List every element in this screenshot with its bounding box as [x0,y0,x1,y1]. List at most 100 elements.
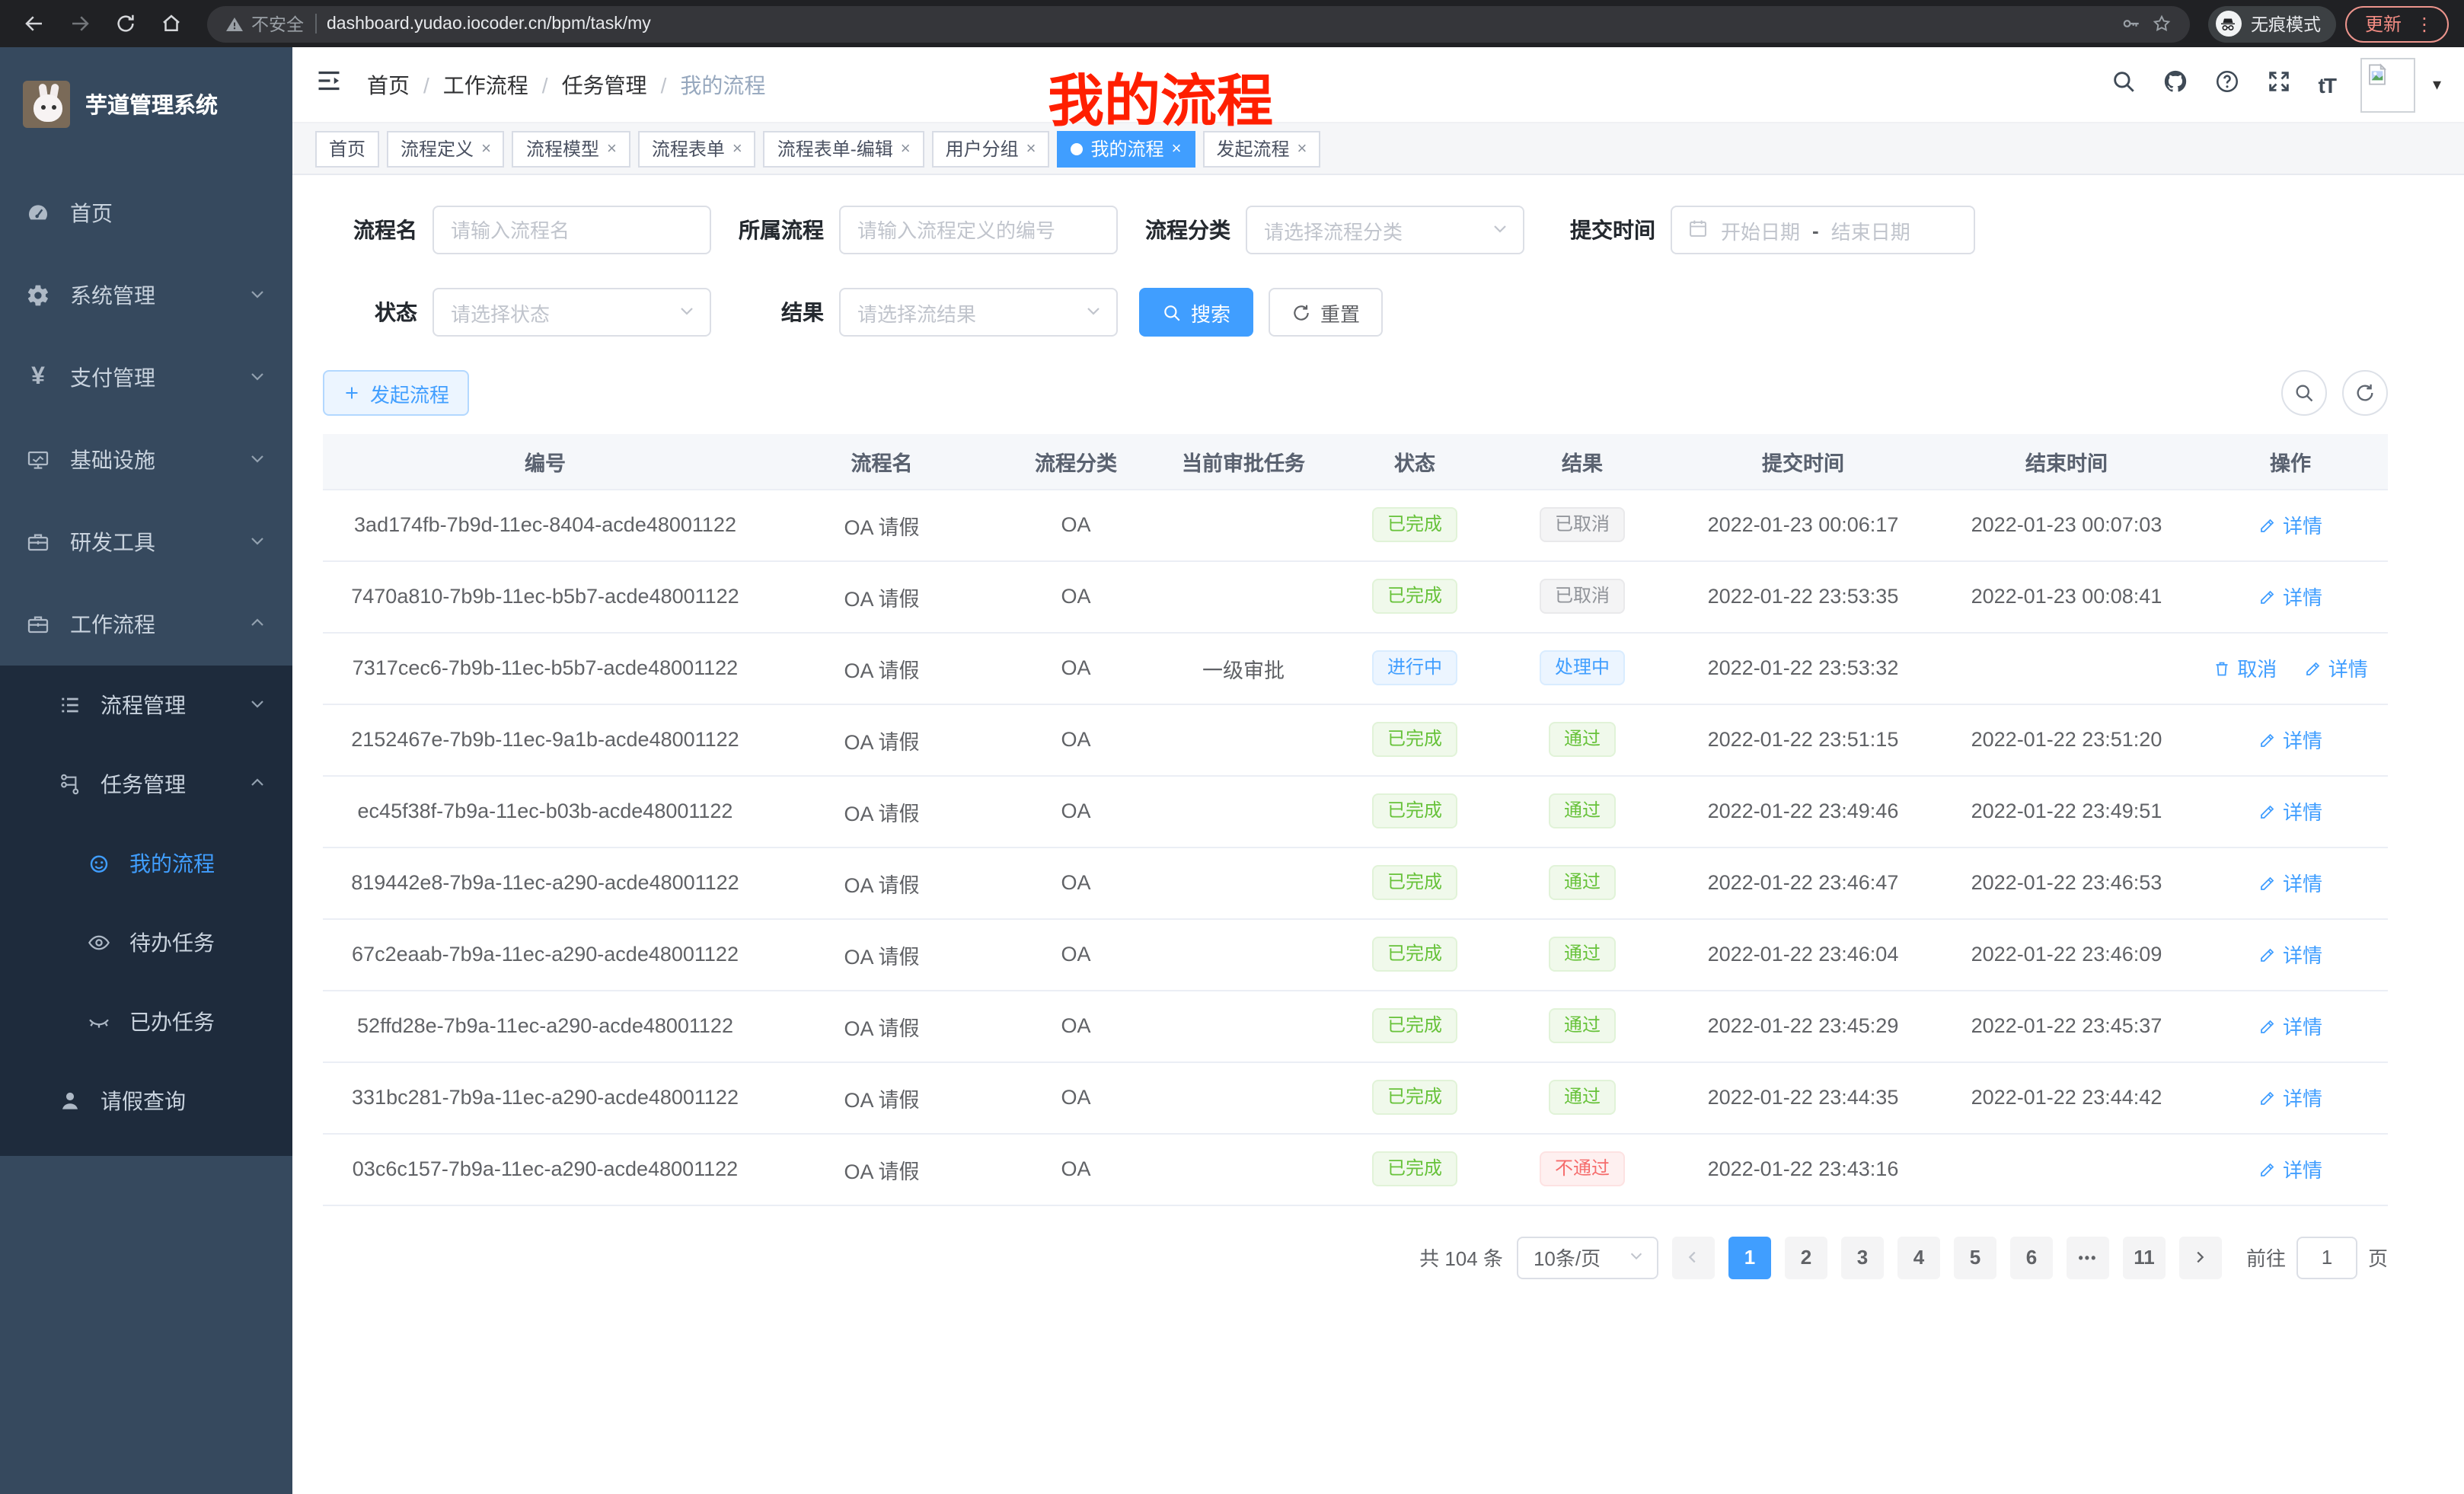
close-icon[interactable]: × [1171,139,1182,158]
close-icon[interactable]: × [481,139,491,158]
breadcrumb-separator: / [660,72,667,97]
address-bar[interactable]: 不安全 dashboard.yudao.iocoder.cn/bpm/task/… [207,5,2190,42]
sidebar-item-label: 请假查询 [101,1089,186,1113]
help-icon[interactable] [2215,68,2241,101]
bookmark-star-icon[interactable] [2152,14,2172,34]
breadcrumb-item[interactable]: 任务管理 [561,72,647,97]
detail-link[interactable]: 详情 [2258,510,2322,539]
page-button-4[interactable]: 4 [1897,1236,1940,1279]
cancel-link[interactable]: 取消 [2213,653,2277,682]
show-search-button[interactable] [2281,370,2327,416]
sidebar-item-workflow[interactable]: 工作流程 [0,583,292,666]
browser-back-button[interactable] [15,5,52,42]
detail-link[interactable]: 详情 [2258,868,2322,897]
reset-button[interactable]: 重置 [1269,288,1384,337]
refresh-table-button[interactable] [2342,370,2388,416]
result-select[interactable]: 请选择流结果 [839,288,1118,337]
tab-user-group[interactable]: 用户分组 × [931,130,1050,167]
close-icon[interactable]: × [1026,139,1036,158]
browser-forward-button[interactable] [61,5,97,42]
status-badge: 已完成 [1371,1079,1457,1116]
status-select[interactable]: 请选择状态 [432,288,711,337]
app-logo[interactable]: 芋道管理系统 [0,47,292,160]
page-button-6[interactable]: 6 [2009,1236,2053,1279]
status-badge: 已完成 [1371,506,1457,543]
github-icon[interactable] [2163,68,2189,101]
breadcrumb-item[interactable]: 工作流程 [442,72,528,97]
avatar[interactable] [2360,57,2416,112]
select-placeholder: 请选择流程分类 [1264,220,1403,243]
active-dot [1071,142,1084,155]
page-button-5[interactable]: 5 [1953,1236,1996,1279]
sidebar-item-todo-tasks[interactable]: 待办任务 [0,903,292,982]
detail-link[interactable]: 详情 [2258,725,2322,754]
page-size-select[interactable]: 10条/页 [1516,1236,1658,1279]
detail-link[interactable]: 详情 [2258,1011,2322,1040]
result-badge: 通过 [1548,1007,1616,1044]
cell-task-link[interactable]: 一级审批 [1156,632,1331,704]
browser-home-button[interactable] [152,5,189,42]
tab-process-model[interactable]: 流程模型 × [512,130,630,167]
tab-my-process[interactable]: 我的流程 × [1057,130,1195,167]
tab-process-definition[interactable]: 流程定义 × [387,130,505,167]
sidebar-item-system[interactable]: 系统管理 [0,254,292,337]
breadcrumb-item[interactable]: 首页 [367,72,410,97]
detail-link[interactable]: 详情 [2304,653,2368,682]
date-range-picker[interactable]: 开始日期 - 结束日期 [1671,206,1975,254]
process-name-input[interactable] [432,206,711,254]
close-icon[interactable]: × [606,139,617,158]
tab-home[interactable]: 首页 [315,130,380,167]
sidebar-collapse-icon[interactable] [315,67,343,102]
close-icon[interactable]: × [900,139,911,158]
search-button[interactable]: 搜索 [1139,288,1254,337]
process-definition-input[interactable] [839,206,1118,254]
start-process-button[interactable]: 发起流程 [323,370,470,416]
sidebar-item-leave-query[interactable]: 请假查询 [0,1061,292,1141]
detail-link[interactable]: 详情 [2258,1083,2322,1112]
sidebar-item-dev-tools[interactable]: 研发工具 [0,501,292,583]
sidebar-item-payment[interactable]: ¥ 支付管理 [0,337,292,419]
flow-icon [58,772,82,796]
page-ellipsis[interactable]: ••• [2066,1236,2109,1279]
fullscreen-icon[interactable] [2267,68,2293,101]
detail-link[interactable]: 详情 [2258,582,2322,611]
tab-process-form[interactable]: 流程表单 × [637,130,756,167]
cell-end-time: 2022-01-22 23:46:53 [1940,847,2193,919]
page-button-2[interactable]: 2 [1784,1236,1827,1279]
font-size-icon[interactable]: tT [2318,72,2337,97]
page-button-11[interactable]: 11 [2122,1236,2166,1279]
next-page-button[interactable] [2178,1236,2222,1279]
sidebar-item-infrastructure[interactable]: 基础设施 [0,419,292,501]
cell-name: OA 请假 [768,489,996,561]
goto-page-input[interactable] [2296,1236,2357,1279]
avatar-caret-icon[interactable]: ▾ [2432,76,2441,94]
sidebar-item-my-process[interactable]: 我的流程 [0,824,292,903]
sidebar-item-process-management[interactable]: 流程管理 [0,666,292,745]
chevron-down-icon [248,448,267,472]
prev-page-button[interactable] [1671,1236,1715,1279]
category-select[interactable]: 请选择流程分类 [1246,206,1524,254]
sidebar-item-task-management[interactable]: 任务管理 [0,745,292,824]
page-button-1[interactable]: 1 [1728,1236,1771,1279]
cell-submit-time: 2022-01-22 23:43:16 [1666,1133,1940,1205]
detail-link[interactable]: 详情 [2258,1154,2322,1183]
result-badge: 已取消 [1539,578,1625,615]
browser-menu-icon[interactable]: ⋮ [2415,13,2434,34]
edit-icon [2258,945,2277,963]
detail-link[interactable]: 详情 [2258,796,2322,825]
sidebar-item-home[interactable]: 首页 [0,172,292,254]
url-text[interactable]: dashboard.yudao.iocoder.cn/bpm/task/my [327,14,651,33]
password-key-icon[interactable] [2121,14,2141,34]
tab-start-process[interactable]: 发起流程 × [1202,130,1321,167]
tab-process-form-edit[interactable]: 流程表单-编辑 × [763,130,924,167]
search-icon[interactable] [2111,68,2137,101]
page-button-3[interactable]: 3 [1840,1236,1884,1279]
close-icon[interactable]: × [1297,139,1307,158]
security-warning[interactable]: 不安全 [225,11,304,36]
browser-reload-button[interactable] [107,5,143,42]
detail-link[interactable]: 详情 [2258,940,2322,969]
browser-update-button[interactable]: 更新 ⋮ [2344,5,2449,42]
close-icon[interactable]: × [732,139,742,158]
cell-name: OA 请假 [768,560,996,633]
sidebar-item-done-tasks[interactable]: 已办任务 [0,982,292,1061]
